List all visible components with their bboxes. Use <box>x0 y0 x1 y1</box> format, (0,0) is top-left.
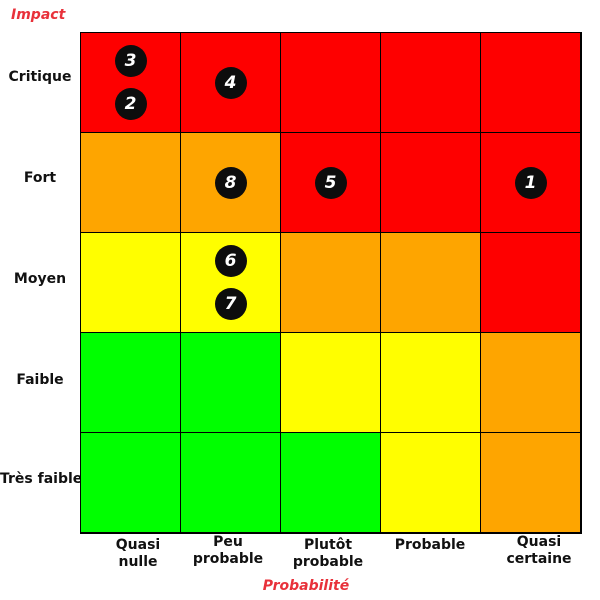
probability-label-peu-probable: Peu probable <box>192 534 264 567</box>
matrix-cell-4-4 <box>381 333 480 432</box>
matrix-cell-4-2 <box>181 333 280 432</box>
matrix-cell-1-4 <box>381 33 480 132</box>
matrix-cell-2-4 <box>381 133 480 232</box>
matrix-cell-2-1 <box>81 133 180 232</box>
risk-marker-2: 2 <box>114 88 147 120</box>
matrix-cell-5-5 <box>481 433 580 532</box>
risk-marker-4: 4 <box>214 66 247 99</box>
matrix-cell-4-1 <box>81 333 180 432</box>
matrix-cell-4-5 <box>481 333 580 432</box>
matrix-cell-5-3 <box>281 433 380 532</box>
risk-marker-1: 1 <box>514 166 547 199</box>
matrix-cell-5-2 <box>181 433 280 532</box>
matrix-cell-5-1 <box>81 433 180 532</box>
matrix-cell-3-3 <box>281 233 380 332</box>
matrix-cell-1-3 <box>281 33 380 132</box>
risk-matrix-grid: 3 2 4 8 5 1 6 7 <box>80 32 582 534</box>
risk-marker-8: 8 <box>214 166 247 199</box>
impact-label-critique: Critique <box>8 69 72 85</box>
risk-marker-6: 6 <box>214 245 247 277</box>
risk-marker-3: 3 <box>114 45 147 77</box>
probability-label-quasi-nulle: Quasi nulle <box>115 537 161 570</box>
impact-axis-title: Impact <box>11 7 66 23</box>
risk-marker-5: 5 <box>314 166 347 199</box>
matrix-cell-3-5 <box>481 233 580 332</box>
matrix-cell-3-4 <box>381 233 480 332</box>
probability-axis-title: Probabilité <box>262 578 350 594</box>
probability-label-probable: Probable <box>394 537 466 553</box>
probability-label-quasi-certaine: Quasi certaine <box>506 534 572 567</box>
matrix-cell-3-1 <box>81 233 180 332</box>
risk-marker-7: 7 <box>214 288 247 320</box>
probability-label-plutot-probable: Plutôt probable <box>292 537 364 570</box>
matrix-cell-5-4 <box>381 433 480 532</box>
impact-label-tres-faible: Très faible <box>0 471 83 487</box>
impact-label-faible: Faible <box>16 372 64 388</box>
matrix-cell-1-5 <box>481 33 580 132</box>
impact-label-moyen: Moyen <box>13 271 67 287</box>
matrix-cell-4-3 <box>281 333 380 432</box>
impact-label-fort: Fort <box>23 170 57 186</box>
